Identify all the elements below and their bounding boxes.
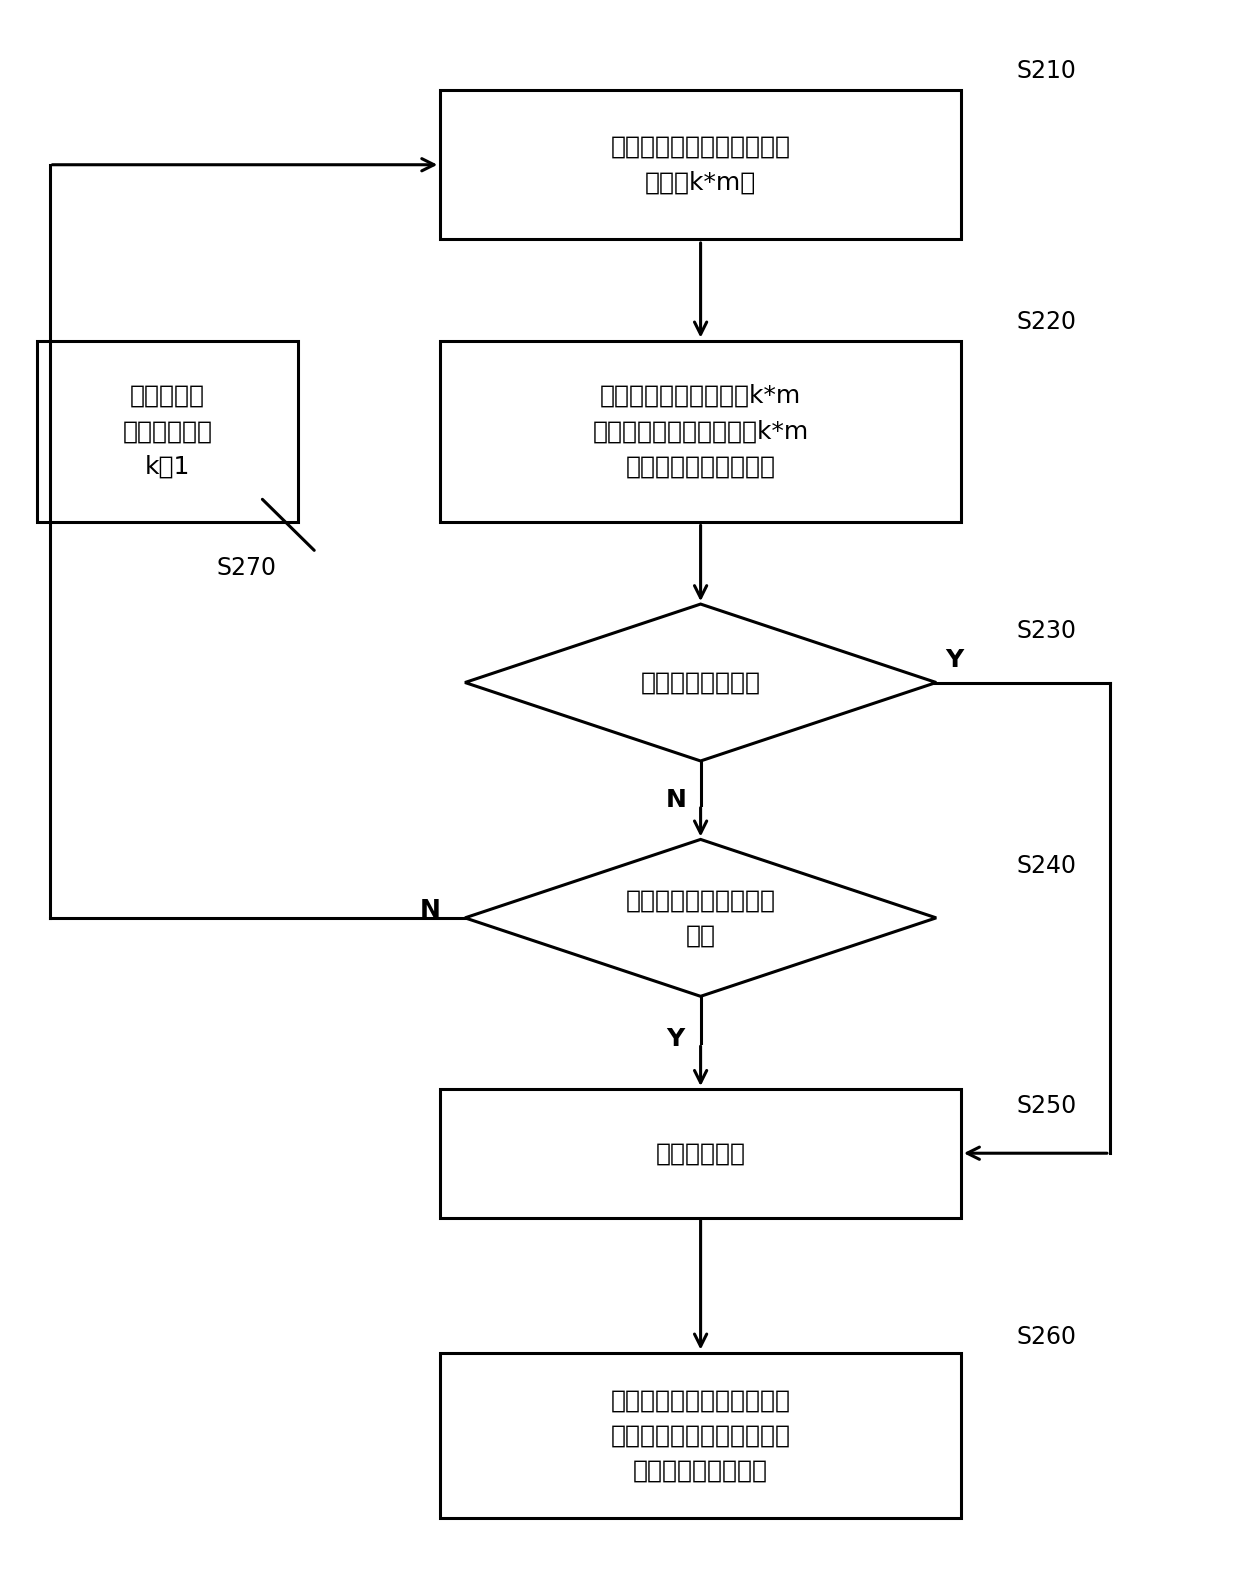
Text: 迭代计算结束: 迭代计算结束: [656, 1141, 745, 1166]
Text: S220: S220: [1017, 309, 1076, 334]
FancyBboxPatch shape: [440, 342, 961, 522]
FancyBboxPatch shape: [37, 342, 298, 522]
FancyBboxPatch shape: [440, 1352, 961, 1519]
Text: 历遍所有网络层？: 历遍所有网络层？: [641, 670, 760, 695]
Text: S250: S250: [1017, 1094, 1078, 1119]
Text: 继续迭代计
算，迭代序号
k加1: 继续迭代计 算，迭代序号 k加1: [123, 384, 212, 479]
Text: Y: Y: [945, 648, 963, 672]
Polygon shape: [465, 604, 936, 761]
Text: S260: S260: [1017, 1324, 1076, 1349]
FancyBboxPatch shape: [440, 1089, 961, 1218]
Text: 损失函数的结果不再下
降？: 损失函数的结果不再下 降？: [626, 888, 775, 948]
Text: N: N: [666, 788, 686, 813]
Text: N: N: [419, 897, 440, 923]
Text: S230: S230: [1017, 618, 1076, 643]
Text: 选取第一学习模型中各网络
层的前k*m层: 选取第一学习模型中各网络 层的前k*m层: [610, 135, 791, 195]
FancyBboxPatch shape: [440, 89, 961, 240]
Text: 将第二训练集输入至前k*m
层，微调参数，并计算前k*m
层对应损失函数的结果: 将第二训练集输入至前k*m 层，微调参数，并计算前k*m 层对应损失函数的结果: [593, 384, 808, 479]
Text: Y: Y: [667, 1026, 684, 1051]
Polygon shape: [465, 839, 936, 996]
Text: S210: S210: [1017, 58, 1076, 83]
Text: S270: S270: [217, 555, 277, 581]
Text: S240: S240: [1017, 854, 1076, 879]
Text: 利用最后一次迭代计算得到
的第一学习模型的参数，构
建得到第二学习模型: 利用最后一次迭代计算得到 的第一学习模型的参数，构 建得到第二学习模型: [610, 1389, 791, 1483]
